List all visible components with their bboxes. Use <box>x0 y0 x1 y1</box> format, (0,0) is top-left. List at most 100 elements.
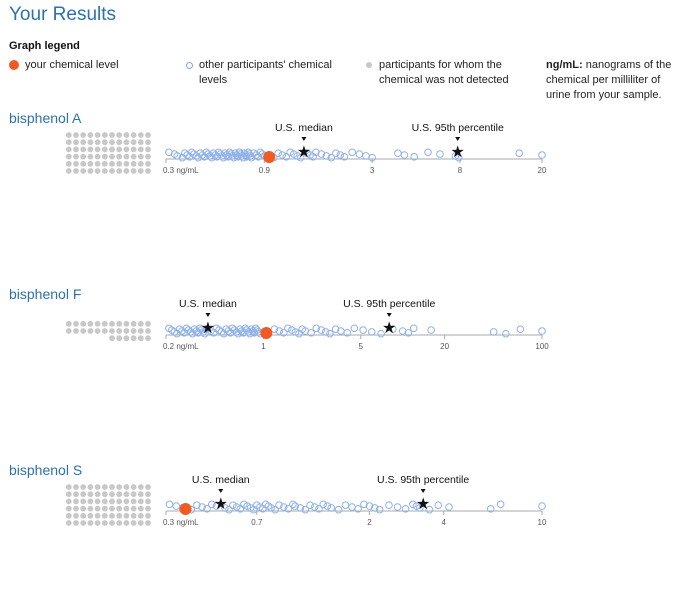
not-detected-dot <box>109 161 115 167</box>
not-detected-legend-dot <box>366 62 372 68</box>
not-detected-dot <box>124 328 130 334</box>
not-detected-dot <box>102 328 108 334</box>
participant-dot <box>166 501 173 508</box>
not-detected-dot <box>131 132 137 138</box>
not-detected-dot <box>73 484 79 490</box>
not-detected-dot <box>73 491 79 497</box>
not-detected-dot <box>95 139 101 145</box>
participant-dot <box>351 325 358 332</box>
not-detected-dot <box>66 321 72 327</box>
not-detected-dot <box>88 506 94 512</box>
not-detected-dot <box>138 147 144 153</box>
not-detected-dot <box>66 513 72 519</box>
not-detected-dot <box>102 321 108 327</box>
median-pointer-icon <box>205 313 210 317</box>
not-detected-dot <box>102 513 108 519</box>
not-detected-dot <box>95 132 101 138</box>
not-detected-dot <box>131 491 137 497</box>
not-detected-dot <box>66 328 72 334</box>
participant-dot <box>446 504 453 511</box>
not-detected-dot <box>73 328 79 334</box>
not-detected-dot <box>88 499 94 505</box>
not-detected-dot <box>145 520 151 526</box>
your-level-legend-dot <box>9 60 19 70</box>
not-detected-dot <box>145 484 151 490</box>
not-detected-dot <box>80 506 86 512</box>
participant-dot <box>401 152 408 159</box>
not-detected-dot <box>138 513 144 519</box>
not-detected-dot <box>95 513 101 519</box>
not-detected-dot <box>88 321 94 327</box>
not-detected-dot <box>102 161 108 167</box>
not-detected-dot <box>109 520 115 526</box>
participant-dot <box>333 150 340 157</box>
not-detected-dot <box>80 168 86 174</box>
not-detected-dot <box>138 506 144 512</box>
not-detected-dot <box>88 520 94 526</box>
participant-dot <box>394 504 401 511</box>
participant-dot <box>327 330 334 337</box>
not-detected-dot <box>66 491 72 497</box>
not-detected-dot <box>80 161 86 167</box>
not-detected-dot <box>80 147 86 153</box>
not-detected-dot <box>138 499 144 505</box>
not-detected-dot <box>80 520 86 526</box>
participant-dot <box>517 326 524 333</box>
your-level-dot <box>260 327 272 339</box>
not-detected-dot <box>145 161 151 167</box>
not-detected-dot <box>80 139 86 145</box>
not-detected-dot <box>109 168 115 174</box>
chart-bisphenol-a: U.S. median U.S. 95th percentile 0.3 ng/… <box>0 118 700 198</box>
not-detected-dot <box>73 321 79 327</box>
not-detected-dot <box>73 499 79 505</box>
not-detected-dot <box>124 506 130 512</box>
x-tick-label: 0.3 ng/mL <box>163 166 199 175</box>
not-detected-dot <box>124 161 130 167</box>
not-detected-dot <box>95 506 101 512</box>
participant-dot <box>435 502 442 509</box>
not-detected-dot <box>116 132 122 138</box>
not-detected-dot <box>73 513 79 519</box>
not-detected-dot <box>95 154 101 160</box>
not-detected-dot <box>145 147 151 153</box>
not-detected-dot <box>88 328 94 334</box>
not-detected-dot <box>138 520 144 526</box>
not-detected-dot <box>80 499 86 505</box>
participant-dot <box>324 503 331 510</box>
participant-dot <box>328 505 335 512</box>
not-detected-dot <box>73 132 79 138</box>
p95-pointer-icon <box>387 313 392 317</box>
not-detected-dot <box>145 154 151 160</box>
not-detected-dot <box>95 321 101 327</box>
not-detected-dot <box>131 520 137 526</box>
median-label: U.S. median <box>179 298 237 310</box>
participant-dot <box>349 504 356 511</box>
not-detected-dot <box>116 147 122 153</box>
not-detected-dot <box>131 499 137 505</box>
not-detected-dot <box>116 139 122 145</box>
not-detected-dot <box>95 147 101 153</box>
chart-bisphenol-s: U.S. median U.S. 95th percentile 0.3 ng/… <box>0 470 700 550</box>
participant-dot <box>356 151 363 158</box>
not-detected-dot <box>145 499 151 505</box>
not-detected-dot <box>80 132 86 138</box>
not-detected-dot <box>116 506 122 512</box>
not-detected-dot <box>138 168 144 174</box>
not-detected-dot <box>145 491 151 497</box>
not-detected-dot <box>80 154 86 160</box>
not-detected-dot <box>124 499 130 505</box>
x-tick-label: 100 <box>535 342 549 351</box>
not-detected-dot <box>73 520 79 526</box>
not-detected-dot <box>138 132 144 138</box>
not-detected-dot <box>66 161 72 167</box>
legend-not-detected: participants for whom the chemical was n… <box>379 58 529 88</box>
p95-label: U.S. 95th percentile <box>377 474 469 486</box>
not-detected-dot <box>80 484 86 490</box>
not-detected-dot <box>102 491 108 497</box>
x-tick-label: 8 <box>458 166 463 175</box>
not-detected-dot <box>145 328 151 334</box>
not-detected-dot <box>102 484 108 490</box>
not-detected-dot <box>124 520 130 526</box>
participant-dot <box>335 506 342 513</box>
not-detected-dot <box>124 513 130 519</box>
